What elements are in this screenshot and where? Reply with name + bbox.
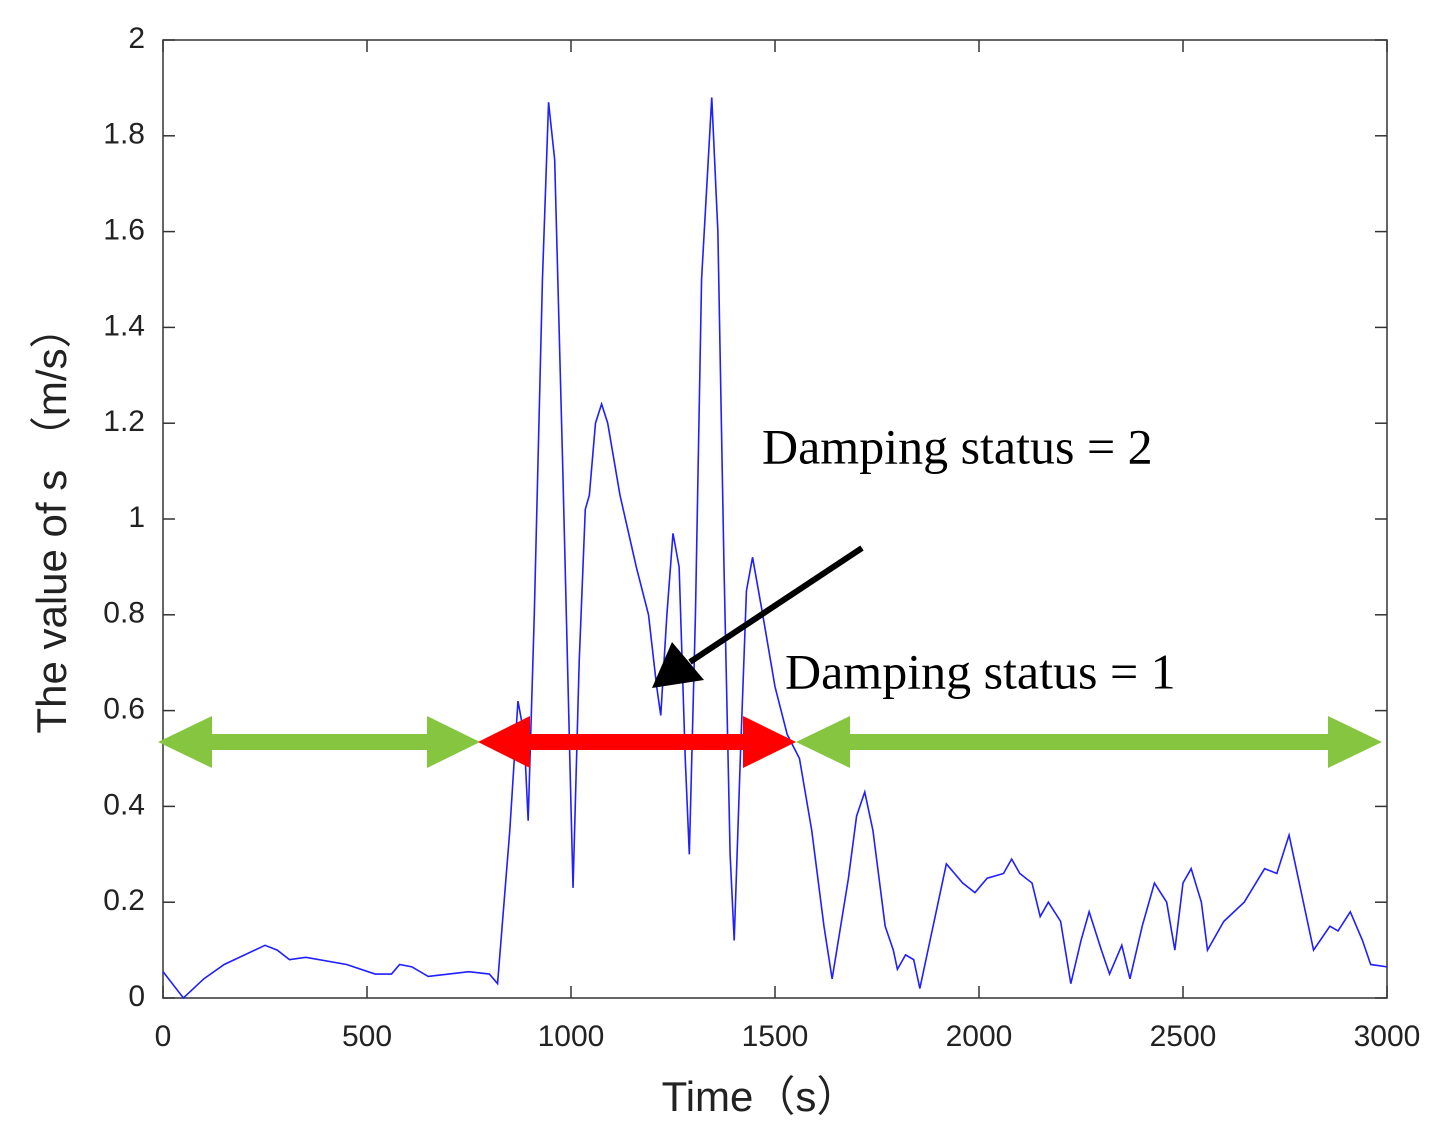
x-tick-label: 3000 xyxy=(1354,1020,1421,1053)
y-tick-label: 0.2 xyxy=(103,884,145,917)
y-tick-label: 2 xyxy=(128,22,145,55)
red-range-arrow xyxy=(478,716,796,768)
data-line xyxy=(162,97,1388,1000)
x-tick-label: 0 xyxy=(155,1020,172,1053)
green-range-arrow xyxy=(796,716,1382,768)
x-tick-label: 2000 xyxy=(946,1020,1013,1053)
y-tick-label: 1.8 xyxy=(103,118,145,151)
y-tick-label: 1.6 xyxy=(103,214,145,247)
green-range-arrow xyxy=(158,716,480,768)
y-axis-label: The value of s （m/s） xyxy=(28,306,75,733)
plot-frame xyxy=(162,39,1388,999)
annotation: Damping status = 1 xyxy=(785,643,1176,699)
x-axis-label: Time（s） xyxy=(662,1073,859,1120)
pointer-arrow xyxy=(688,545,864,665)
x-tick-label: 2500 xyxy=(1150,1020,1217,1053)
y-tick-label: 0.6 xyxy=(103,693,145,726)
y-tick-label: 0 xyxy=(128,980,145,1013)
y-tick-label: 0.8 xyxy=(103,597,145,630)
annotation: Damping status = 2 xyxy=(762,418,1153,474)
pointer-arrow-head xyxy=(652,642,704,688)
x-tick-label: 500 xyxy=(342,1020,392,1053)
y-tick-label: 1 xyxy=(128,501,145,534)
x-tick-label: 1000 xyxy=(538,1020,605,1053)
y-tick-label: 1.2 xyxy=(103,405,145,438)
x-tick-label: 1500 xyxy=(742,1020,809,1053)
y-tick-label: 1.4 xyxy=(103,309,145,342)
y-tick-label: 0.4 xyxy=(103,788,145,821)
